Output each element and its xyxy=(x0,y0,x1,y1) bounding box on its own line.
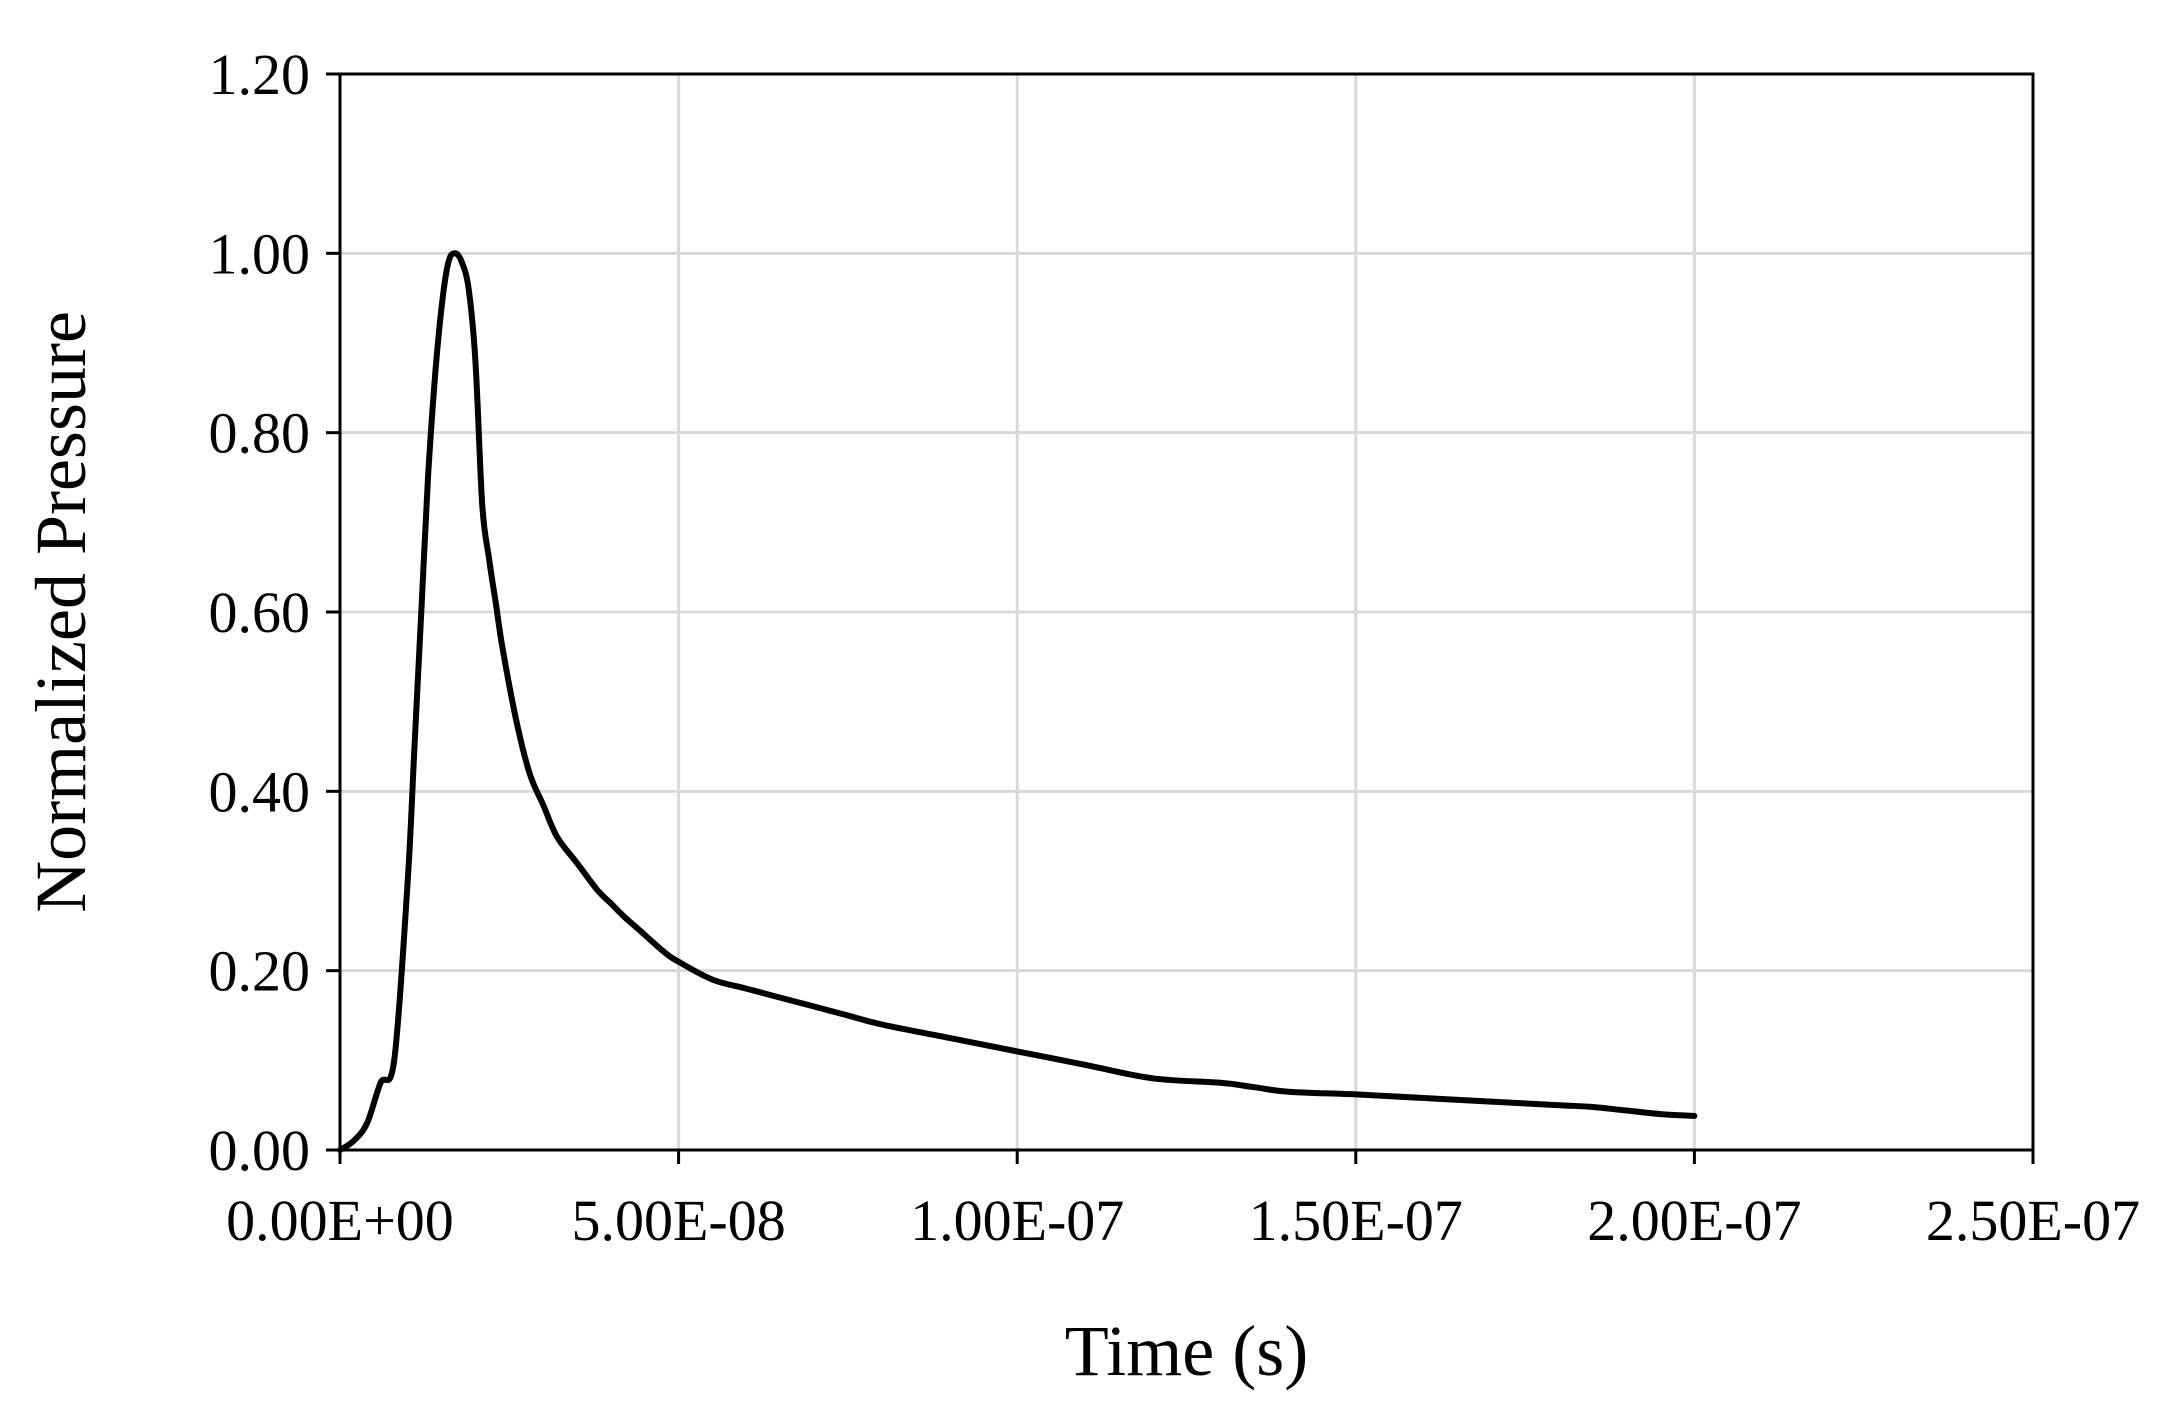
x-tick-label: 2.00E-07 xyxy=(1587,1188,1801,1253)
x-tick-label: 2.50E-07 xyxy=(1926,1188,2140,1253)
y-axis-title: Normalized Pressure xyxy=(21,311,101,913)
x-tick-label: 1.50E-07 xyxy=(1249,1188,1463,1253)
grid-lines xyxy=(340,74,2033,1150)
x-axis-tick-labels: 0.00E+00 5.00E-08 1.00E-07 1.50E-07 2.00E-07… xyxy=(226,1188,2140,1253)
x-tick-label: 1.00E-07 xyxy=(910,1188,1124,1253)
x-tick-label: 0.00E+00 xyxy=(226,1188,454,1253)
normalized-pressure-line xyxy=(337,250,1698,1153)
x-axis-title: Time (s) xyxy=(1065,1311,1308,1391)
axis-ticks xyxy=(326,72,2035,1164)
y-axis-tick-labels: 0.00 0.20 0.40 0.60 0.80 1.00 1.20 xyxy=(209,42,311,1183)
y-tick-label: 0.00 xyxy=(209,1118,311,1183)
y-tick-label: 1.00 xyxy=(209,221,311,286)
y-tick-label: 0.40 xyxy=(209,759,311,824)
y-tick-label: 0.60 xyxy=(209,580,311,645)
x-tick-label: 5.00E-08 xyxy=(571,1188,785,1253)
y-tick-label: 0.80 xyxy=(209,401,311,466)
y-tick-label: 1.20 xyxy=(209,42,311,107)
y-tick-label: 0.20 xyxy=(209,939,311,1004)
